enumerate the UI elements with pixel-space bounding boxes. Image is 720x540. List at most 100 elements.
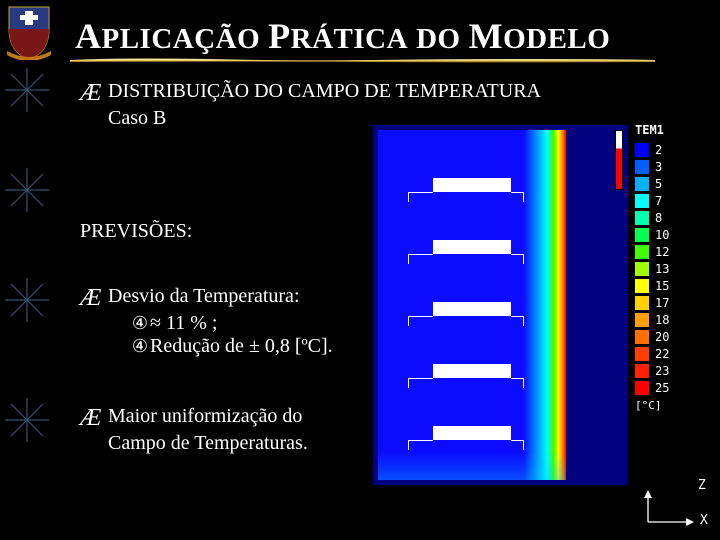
shelf-support [511,440,523,441]
legend-value: 13 [655,262,669,276]
shelf-support [511,316,523,317]
boundary-layer [524,130,566,480]
legend-swatch [635,364,649,378]
legend-swatch [635,177,649,191]
shelf-support [523,192,524,202]
shelf-support [523,254,524,264]
legend-row: 8 [635,209,705,226]
legend-value: 17 [655,296,669,310]
heading1-line1: DISTRIBUIÇÃO DO CAMPO DE TEMPERATURA [108,80,541,102]
legend-value: 2 [655,143,662,157]
legend-swatch [635,347,649,361]
title-w3: DO [416,23,461,55]
shelf [433,240,511,254]
title-w2-cap: P [268,16,291,56]
legend-swatch [635,143,649,157]
legend-swatch [635,330,649,344]
shelf-support [408,192,433,193]
shelf-support [408,440,433,441]
legend-swatch [635,160,649,174]
shelf-support [408,192,409,202]
shelf-support [408,254,409,264]
color-legend: TEM1 2357810121315171820222325 [°C] [635,123,705,412]
axis-x-label: X [700,513,708,528]
legend-row: 22 [635,345,705,362]
shelf-support [523,440,524,450]
shelf-support [523,378,524,388]
shelf-support [408,378,433,379]
title-w4-cap: M [469,16,503,56]
legend-swatch [635,296,649,310]
crest-logo [5,5,53,60]
shelf-support [511,378,523,379]
legend-value: 7 [655,194,662,208]
legend-value: 25 [655,381,669,395]
bullet-arrow-icon: Æ [80,405,101,432]
temperature-field [378,130,566,480]
block-desvio: Æ Desvio da Temperatura: ④≈ 11 % ; ④Redu… [80,285,333,358]
legend-row: 5 [635,175,705,192]
legend-value: 3 [655,160,662,174]
legend-row: 25 [635,379,705,396]
heading-distribution: Æ DISTRIBUIÇÃO DO CAMPO DE TEMPERATURA C… [80,80,640,130]
legend-swatch [635,194,649,208]
shelf-support [408,378,409,388]
legend-value: 10 [655,228,669,242]
legend-row: 2 [635,141,705,158]
snowflake-decoration [0,60,55,540]
legend-unit: [°C] [635,399,705,412]
shelf [433,178,511,192]
legend-row: 10 [635,226,705,243]
title-w4-rest: ODELO [503,23,610,55]
legend-value: 5 [655,177,662,191]
bullet-arrow-icon: Æ [80,285,101,312]
shelf-support [408,316,409,326]
title-underline [70,57,655,63]
floor-pool [378,452,566,480]
shelf-support [408,440,409,450]
thermometer-icon [615,130,623,190]
circled-number-icon: ④ [130,336,150,357]
legend-swatch [635,245,649,259]
legend-value: 18 [655,313,669,327]
bullet-arrow-icon: Æ [80,80,101,107]
legend-value: 15 [655,279,669,293]
uniform-line2: Campo de Temperaturas. [80,432,308,455]
shelf [433,426,511,440]
legend-row: 13 [635,260,705,277]
shelf [433,302,511,316]
shelf [433,364,511,378]
legend-row: 7 [635,192,705,209]
legend-value: 23 [655,364,669,378]
legend-value: 8 [655,211,662,225]
desvio-line1: Desvio da Temperatura: [108,285,300,307]
shelf-support [511,254,523,255]
previsoes-label: PREVISÕES: [80,220,192,243]
legend-row: 12 [635,243,705,260]
legend-row: 23 [635,362,705,379]
shelf-support [523,316,524,326]
legend-row: 3 [635,158,705,175]
shelf-support [408,316,433,317]
legend-row: 20 [635,328,705,345]
legend-swatch [635,313,649,327]
uniform-line1: Maior uniformização do [108,405,302,427]
legend-swatch [635,279,649,293]
title-w2-rest: RÁTICA [291,23,408,55]
legend-value: 20 [655,330,669,344]
legend-swatch [635,381,649,395]
legend-row: 18 [635,311,705,328]
legend-value: 12 [655,245,669,259]
shelf-support [511,192,523,193]
title-w1-rest: PLICAÇÃO [102,23,261,55]
shelf-support [408,254,433,255]
legend-row: 15 [635,277,705,294]
desvio-sub2: Redução de ± 0,8 [ºC]. [150,335,333,357]
circled-number-icon: ④ [130,313,150,334]
axis-z-label: Z [698,478,706,493]
legend-swatch [635,262,649,276]
slide-title: APLICAÇÃO PRÁTICA DO MODELO [75,15,610,57]
axis-indicator-icon [640,490,700,530]
legend-swatch [635,211,649,225]
temperature-field-plot [373,125,628,485]
